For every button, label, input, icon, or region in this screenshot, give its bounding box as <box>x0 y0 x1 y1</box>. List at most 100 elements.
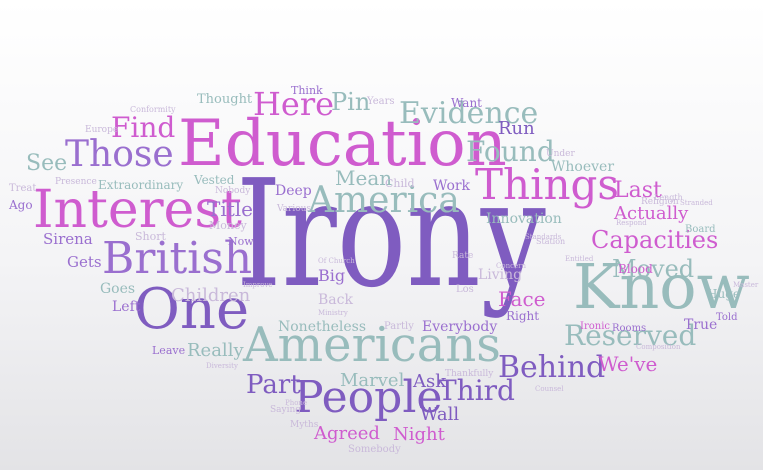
word-money: Money <box>209 219 247 232</box>
word-last: Last <box>614 178 662 203</box>
word-of-church: Of Church <box>318 257 355 265</box>
word-things: Things <box>475 160 619 209</box>
word-child: Child <box>385 177 415 190</box>
word-marvel: Marvel <box>340 370 405 391</box>
word-entitled: Entitled <box>565 255 594 263</box>
word-blood: Blood <box>618 262 653 276</box>
word-left: Left <box>112 299 141 315</box>
word-master: Master <box>733 281 759 289</box>
word-conformity: Conformity <box>130 105 176 114</box>
word-everybody: Everybody <box>422 319 498 335</box>
word-counsel: Counsel <box>535 385 564 393</box>
word-concern: Concern <box>496 262 526 270</box>
word-capacities: Capacities <box>591 226 719 254</box>
word-stranded: Stranded <box>680 199 713 207</box>
word-face: Face <box>498 287 546 311</box>
word-europe: Europe <box>85 125 119 135</box>
word-know: Know <box>573 250 750 323</box>
word-religion: Religion <box>641 197 679 207</box>
word-deep: Deep <box>275 183 312 199</box>
word-those: Those <box>65 134 174 175</box>
word-title: Title <box>207 197 254 221</box>
word-evidence: Evidence <box>399 96 539 131</box>
word-weve: We've <box>598 352 658 376</box>
word-moved: Moved <box>612 255 695 283</box>
word-gets: Gets <box>67 253 102 271</box>
word-rate: Rate <box>452 251 474 261</box>
word-run: Run <box>498 118 535 139</box>
word-length: Length <box>654 193 683 202</box>
word-rooms: Rooms <box>612 323 647 334</box>
word-part: Part <box>246 370 301 400</box>
word-find: Find <box>111 111 176 144</box>
word-thought: Thought <box>197 92 253 107</box>
word-see: See <box>26 151 68 176</box>
word-various: Various <box>277 204 312 214</box>
word-work: Work <box>433 178 471 194</box>
word-reserved: Reserved <box>564 319 697 352</box>
word-saying: Saying <box>270 405 302 415</box>
word-sirena: Sirena <box>43 230 93 248</box>
word-true: True <box>684 317 718 333</box>
word-los: Los <box>456 284 474 295</box>
word-really: Really <box>187 340 244 361</box>
word-people: People <box>294 372 443 423</box>
word-found: Found <box>466 135 555 168</box>
word-whoever: Whoever <box>551 159 615 175</box>
word-respond: Respond <box>616 219 647 227</box>
word-back: Back <box>318 292 353 308</box>
word-told: Told <box>716 312 738 323</box>
word-nobody: Nobody <box>215 186 251 196</box>
word-ago: Ago <box>9 198 33 212</box>
word-children: Children <box>171 285 251 306</box>
word-somebody: Somebody <box>348 444 401 455</box>
word-think: Think <box>291 84 323 97</box>
word-huge: Huge <box>707 287 740 301</box>
word-treat: Treat <box>9 183 37 194</box>
word-composition: Composition <box>636 343 681 351</box>
word-interest: Interest <box>33 180 242 240</box>
word-actually: Actually <box>614 203 689 224</box>
word-vested: Vested <box>194 173 235 187</box>
word-ministry: Ministry <box>318 309 348 317</box>
word-standards: Standards <box>525 233 562 241</box>
word-wall: Wall <box>420 404 460 425</box>
word-right: Right <box>506 309 540 323</box>
word-third: Third <box>438 374 515 407</box>
word-night: Night <box>393 424 445 445</box>
word-short: Short <box>135 230 166 243</box>
word-leave: Leave <box>152 344 186 357</box>
word-america: America <box>308 180 460 221</box>
word-agreed: Agreed <box>314 423 380 444</box>
word-phone: Phone <box>285 399 308 407</box>
word-partly: Partly <box>384 321 414 332</box>
word-extraordinary: Extraordinary <box>98 178 184 192</box>
word-goes: Goes <box>100 281 136 297</box>
word-pin: Pin <box>331 88 371 116</box>
word-americans: Americans <box>243 317 501 373</box>
word-education: Education <box>178 107 507 181</box>
word-big: Big <box>318 266 346 285</box>
word-irony: Irony <box>236 148 546 320</box>
word-now: Now <box>228 235 254 248</box>
word-behind: Behind <box>498 350 606 385</box>
word-nonetheless: Nonetheless <box>278 319 367 335</box>
word-years: Years <box>367 96 395 107</box>
word-improve: Improve <box>243 281 273 289</box>
word-ask: Ask <box>413 371 447 392</box>
word-living: Living <box>478 267 523 283</box>
word-station: Station <box>536 237 566 246</box>
word-myths: Myths <box>290 420 319 430</box>
word-board: Board <box>685 224 716 235</box>
word-british: British <box>102 233 253 284</box>
word-presence: Presence <box>55 177 97 187</box>
word-thankfully: Thankfully <box>445 369 494 379</box>
word-one: One <box>134 277 250 342</box>
word-mean: Mean <box>335 166 393 190</box>
word-want: Want <box>451 96 482 110</box>
word-ironic: Ironic <box>580 321 610 332</box>
word-innovation: Innovation <box>486 211 562 227</box>
word-here: Here <box>253 85 335 123</box>
word-diversity: Diversity <box>206 362 238 370</box>
